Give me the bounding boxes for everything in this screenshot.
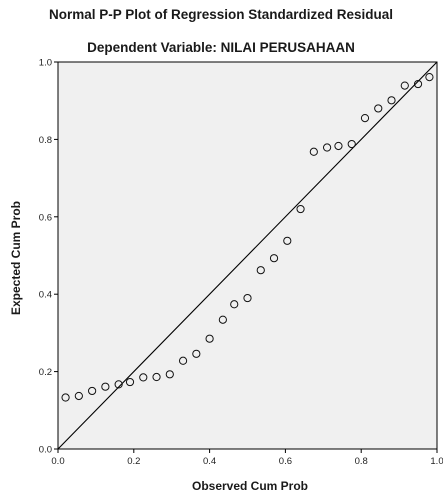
y-tick-label: 0.6 [39, 212, 52, 223]
data-point [374, 104, 383, 113]
data-point [269, 254, 279, 263]
y-tick-label: 1.0 [39, 58, 52, 69]
data-point [413, 79, 423, 89]
y-tick-label: 0.4 [39, 290, 52, 301]
data-point [165, 370, 174, 379]
data-point [309, 147, 318, 156]
data-point [230, 300, 239, 309]
data-point [139, 373, 148, 382]
y-tick-label: 0.2 [39, 367, 52, 378]
data-point [114, 380, 123, 389]
data-point [387, 96, 396, 105]
data-point [322, 143, 332, 152]
data-point [101, 382, 110, 391]
data-point [360, 114, 370, 123]
data-point [61, 393, 70, 402]
data-point [152, 372, 161, 382]
y-tick-label: 0.0 [39, 445, 52, 456]
data-point [400, 81, 409, 90]
x-tick-label: 0.8 [355, 456, 368, 467]
x-axis-label: Observed Cum Prob [192, 479, 308, 493]
x-tick-label: 0.4 [203, 456, 216, 467]
data-point [256, 266, 265, 275]
x-tick-label: 1.0 [430, 456, 443, 467]
x-tick-label: 0.2 [127, 456, 140, 467]
x-tick-label: 0.6 [279, 456, 292, 467]
data-point [205, 334, 214, 343]
data-point [88, 386, 97, 396]
data-point [425, 72, 434, 82]
y-axis-label: Expected Cum Prob [9, 201, 23, 315]
data-point [243, 293, 252, 303]
data-point [125, 377, 135, 387]
chart-subtitle: Dependent Variable: NILAI PERUSAHAAN [87, 40, 355, 55]
plot-area: 0.0 0.2 0.4 0.6 0.8 1.0 0.0 0.2 0.4 0.6 0.8 1.0 [39, 58, 443, 468]
data-point [218, 315, 227, 324]
y-tick-label: 0.8 [39, 135, 52, 146]
data-point [178, 356, 188, 365]
reference-line [57, 61, 438, 450]
data-point [74, 391, 83, 401]
x-tick-label: 0.0 [51, 456, 64, 467]
data-point [334, 141, 343, 151]
data-point [283, 236, 292, 245]
data-point [192, 349, 201, 358]
data-point [296, 204, 305, 214]
data-point [347, 139, 356, 149]
chart-title: Normal P-P Plot of Regression Standardiz… [49, 7, 393, 22]
